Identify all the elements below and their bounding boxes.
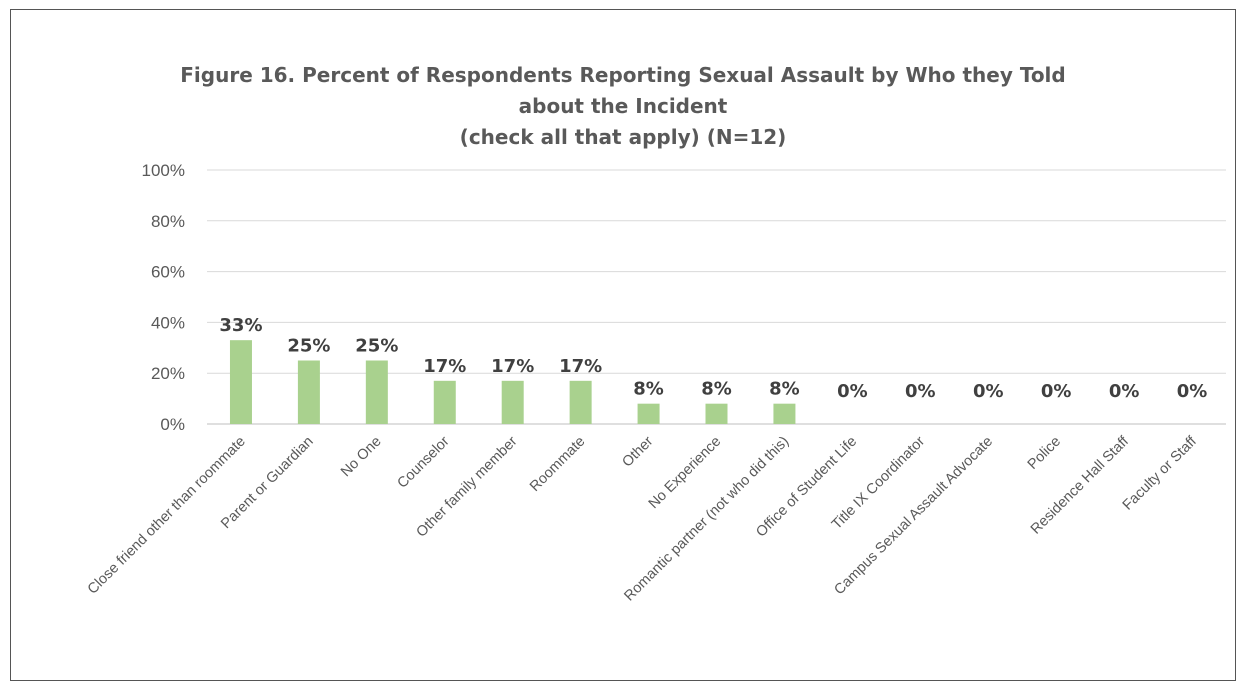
bars — [229, 340, 796, 424]
bar — [705, 403, 728, 424]
data-label: 0% — [1041, 381, 1072, 402]
category-label: No One — [338, 434, 385, 481]
data-label: 0% — [973, 381, 1004, 402]
chart-title-line-3: (check all that apply) (N=12) — [459, 125, 787, 149]
bar — [297, 360, 320, 424]
category-label: Other — [619, 433, 656, 470]
data-label: 25% — [355, 336, 398, 357]
y-tick-label: 80% — [151, 212, 185, 231]
y-tick-label: 20% — [151, 364, 185, 383]
data-label: 0% — [1109, 381, 1140, 402]
category-label: Counselor — [395, 433, 453, 491]
y-tick-label: 100% — [142, 161, 185, 180]
y-tick-label: 0% — [160, 415, 185, 434]
bar — [433, 380, 456, 424]
data-labels: 33% 25% 25% 17% 17% 17% 8% 8% 8% 0% 0% 0% 0% 0% 0% — [219, 315, 1207, 402]
chart-title: Figure 16. Percent of Respondents Report… — [0, 60, 1246, 153]
data-label: 33% — [219, 315, 262, 336]
data-label: 8% — [633, 379, 664, 400]
data-label: 8% — [701, 379, 732, 400]
data-label: 8% — [769, 379, 800, 400]
data-label: 17% — [559, 356, 602, 377]
chart-title-line-1: Figure 16. Percent of Respondents Report… — [180, 63, 1066, 87]
bar — [569, 380, 592, 424]
bar — [365, 360, 388, 424]
chart-frame — [10, 9, 1236, 681]
data-label: 17% — [491, 356, 534, 377]
bar — [773, 403, 796, 424]
category-label: Police — [1025, 434, 1064, 473]
data-label: 0% — [1177, 381, 1208, 402]
category-label: Faculty or Staff — [1120, 433, 1201, 514]
bar — [501, 380, 524, 424]
data-label: 17% — [423, 356, 466, 377]
data-label: 0% — [837, 381, 868, 402]
bar — [229, 340, 252, 424]
category-label: Roommate — [527, 434, 588, 495]
y-axis-tick-labels: 0% 20% 40% 60% 80% 100% — [142, 161, 185, 434]
y-tick-label: 60% — [151, 263, 185, 282]
bar — [637, 403, 660, 424]
data-label: 25% — [287, 336, 330, 357]
chart-title-line-2: about the Incident — [518, 94, 728, 118]
data-label: 0% — [905, 381, 936, 402]
category-label: No Experience — [646, 434, 725, 513]
y-tick-label: 40% — [151, 313, 185, 332]
